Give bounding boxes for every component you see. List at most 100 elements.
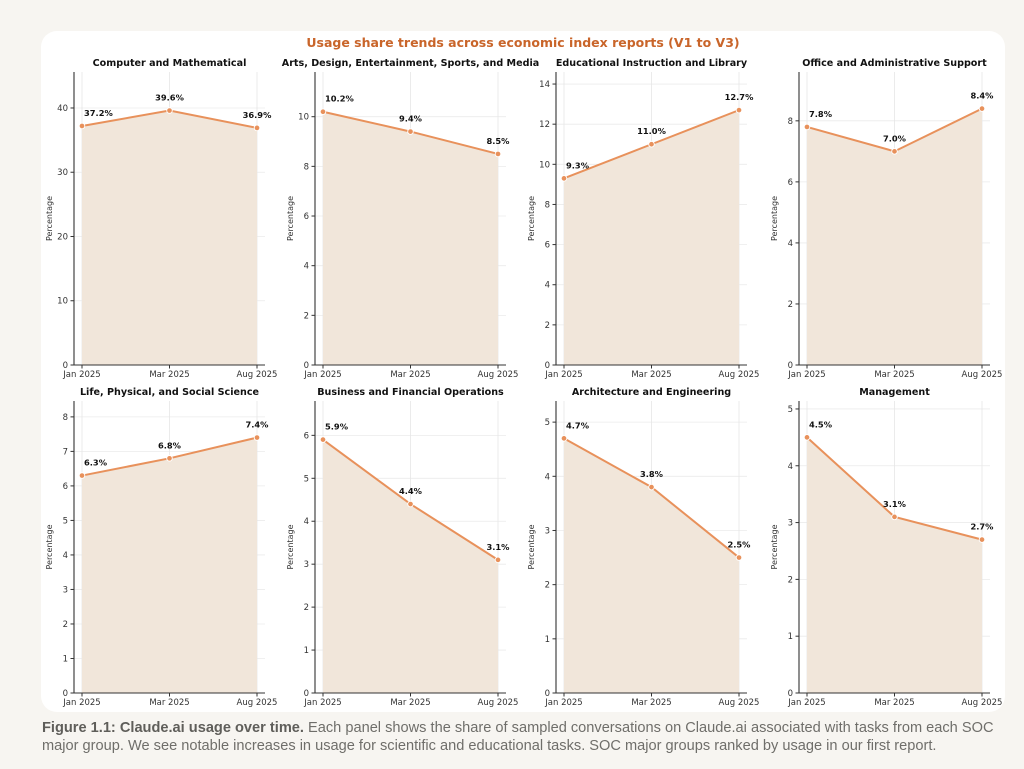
panel-2-x-tick-label: Mar 2025 [390, 370, 430, 380]
panel-5-y-tick-label: 5 [63, 516, 68, 526]
panel-1-y-tick-label: 20 [57, 232, 68, 242]
panel-6-x-tick-label: Jan 2025 [303, 698, 341, 708]
panel-8-area [807, 437, 982, 693]
panel-3-y-tick-label: 0 [545, 361, 550, 371]
panel-7-data-point [648, 483, 655, 491]
panel-7-y-tick-label: 2 [545, 581, 550, 591]
panel-6-data-label: 4.4% [399, 486, 423, 496]
panel-1-data-point [78, 122, 86, 130]
panel-6-x-tick-label: Mar 2025 [390, 698, 430, 708]
panel-7-data-point [735, 554, 743, 561]
panel-3-y-tick-label: 8 [545, 200, 550, 210]
panel-3-data-point [735, 106, 743, 114]
panel-5-y-tick-label: 6 [63, 482, 68, 492]
panel-6-y-tick-label: 0 [304, 689, 309, 699]
panel-8-data-label: 2.7% [970, 522, 994, 532]
panel-8-y-axis-label: Percentage [770, 524, 779, 569]
panel-1-x-tick-label: Jan 2025 [62, 370, 100, 380]
panel-3-data-point [648, 140, 655, 148]
panel-7-data-label: 2.5% [727, 540, 751, 550]
panel-2-y-tick-label: 8 [304, 162, 309, 172]
panel-5-area [82, 437, 257, 693]
panel-3-x-tick-label: Mar 2025 [631, 370, 671, 380]
panel-6-area [323, 439, 498, 693]
panel-1-y-tick-label: 40 [57, 104, 68, 114]
panel-5-y-tick-label: 7 [63, 447, 68, 457]
panel-3-area [564, 110, 739, 366]
panel-8-x-tick-label: Jan 2025 [787, 698, 825, 708]
panel-7-y-axis-label: Percentage [527, 524, 536, 569]
panel-2-title: Arts, Design, Entertainment, Sports, and… [282, 58, 539, 69]
panel-5-y-tick-label: 4 [63, 551, 68, 561]
panel-3-data-label: 9.3% [566, 160, 590, 170]
panel-6-y-tick-label: 3 [304, 560, 309, 570]
panel-6-y-axis-label: Percentage [286, 524, 295, 569]
panel-4-title: Office and Administrative Support [802, 58, 987, 69]
panel-2-data-point [319, 108, 327, 115]
panel-6-y-tick-label: 4 [304, 517, 309, 527]
panel-2-y-tick-label: 4 [304, 262, 309, 272]
panel-8-x-tick-label: Aug 2025 [962, 698, 1003, 708]
panel-4-data-label: 7.8% [809, 109, 833, 119]
panel-7-data-label: 3.8% [640, 469, 664, 479]
panel-1-y-tick-label: 0 [63, 361, 68, 371]
panel-5-y-tick-label: 3 [63, 585, 68, 595]
panel-1-data-label: 36.9% [243, 110, 272, 120]
panel-1-data-label: 37.2% [84, 108, 113, 118]
panel-8-y-tick-label: 5 [788, 405, 793, 415]
panel-4-data-label: 7.0% [883, 133, 907, 143]
panel-2-y-tick-label: 2 [304, 311, 309, 321]
panel-1-data-point [253, 124, 261, 132]
panel-3-title: Educational Instruction and Library [556, 58, 748, 69]
panel-1-y-axis-label: Percentage [45, 196, 54, 241]
panel-7-y-tick-label: 5 [545, 418, 550, 428]
panel-3-y-tick-label: 2 [545, 321, 550, 331]
panel-4-x-tick-label: Aug 2025 [962, 370, 1003, 380]
panel-4-y-tick-label: 2 [788, 300, 793, 310]
panel-7-x-tick-label: Mar 2025 [631, 698, 671, 708]
panel-7-y-tick-label: 4 [545, 472, 550, 482]
panel-8-x-tick-label: Mar 2025 [874, 698, 914, 708]
panel-4-area [807, 108, 982, 365]
panel-1-area [82, 110, 257, 365]
panel-6-data-point [319, 436, 327, 443]
panel-7-title: Architecture and Engineering [572, 387, 731, 398]
panel-6-y-tick-label: 2 [304, 603, 309, 613]
figure-title: Usage share trends across economic index… [306, 35, 740, 50]
panel-2-data-label: 8.5% [486, 136, 510, 146]
panel-4-data-label: 8.4% [970, 91, 994, 101]
panel-8-y-tick-label: 1 [788, 632, 793, 642]
panel-1-y-tick-label: 30 [57, 168, 68, 178]
panel-2-y-tick-label: 10 [298, 113, 309, 123]
panel-8-y-tick-label: 4 [788, 462, 793, 472]
panel-3-y-tick-label: 10 [539, 160, 550, 170]
panel-6-y-tick-label: 5 [304, 474, 309, 484]
panel-4-data-point [803, 123, 811, 131]
panel-4-y-tick-label: 4 [788, 239, 793, 249]
panel-3-y-tick-label: 12 [539, 120, 550, 130]
panel-5-y-axis-label: Percentage [45, 524, 54, 569]
panel-7-y-tick-label: 0 [545, 689, 550, 699]
panel-1-x-tick-label: Mar 2025 [149, 370, 189, 380]
panel-5-data-point [166, 455, 173, 462]
panel-5-data-label: 6.8% [158, 440, 182, 450]
panel-2-data-point [494, 150, 502, 158]
panel-8-y-tick-label: 2 [788, 575, 793, 585]
panel-5-y-tick-label: 2 [63, 620, 68, 630]
panel-7-data-point [560, 435, 568, 442]
caption-body: Each panel shows the share of sampled co… [42, 720, 994, 754]
panel-2-y-tick-label: 0 [304, 361, 309, 371]
panel-7-x-tick-label: Jan 2025 [544, 698, 582, 708]
panel-2-area [323, 111, 498, 365]
panel-5-x-tick-label: Mar 2025 [149, 698, 189, 708]
panel-8-y-tick-label: 3 [788, 519, 793, 529]
panel-6-y-tick-label: 1 [304, 646, 309, 656]
panel-4-data-point [891, 148, 898, 155]
panel-8-title: Management [859, 387, 930, 398]
panel-8-data-point [978, 536, 986, 543]
panel-3-y-axis-label: Percentage [527, 196, 536, 241]
panel-8-data-point [891, 513, 898, 521]
panel-5-x-tick-label: Aug 2025 [237, 698, 278, 708]
panel-2-x-tick-label: Aug 2025 [478, 370, 519, 380]
